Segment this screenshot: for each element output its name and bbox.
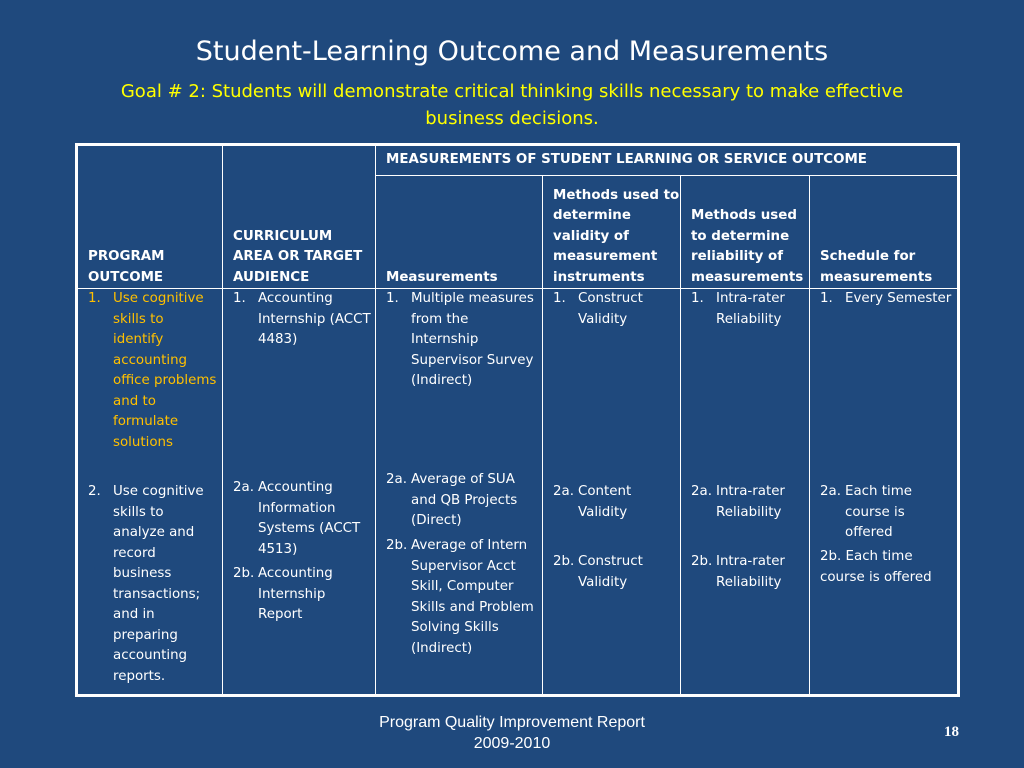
curriculum-cell: 1. Accounting Internship (ACCT 4483) 2a.… — [222, 288, 376, 696]
outcomes-table: PROGRAM OUTCOME CURRICULUM AREA OR TARGE… — [75, 143, 961, 697]
validity-2a: 2a. Content Validity — [553, 484, 632, 520]
reliability-2a: 2a. Intra-rater Reliability — [691, 484, 785, 520]
header-schedule: Schedule for measurements — [808, 175, 960, 289]
measurements-cell: 1. Multiple measures from the Internship… — [375, 288, 543, 696]
measurement-2b: 2b. Average of Intern Supervisor Acct Sk… — [386, 538, 534, 656]
program-outcome-cell: 1. Use cognitive skills to identify acco… — [76, 288, 223, 696]
header-curriculum-area: CURRICULUM AREA OR TARGET AUDIENCE — [222, 144, 376, 289]
header-measurements-group: MEASUREMENTS OF STUDENT LEARNING OR SERV… — [374, 144, 960, 176]
header-reliability-methods: Methods used to determine reliability of… — [680, 175, 810, 289]
reliability-2b: 2b. Intra-rater Reliability — [691, 554, 785, 590]
footer-line-1: Program Quality Improvement Report — [379, 714, 645, 731]
outcome-1: 1. Use cognitive skills to identify acco… — [88, 291, 217, 450]
validity-cell: 1. Construct Validity 2a. Content Validi… — [542, 288, 681, 696]
schedule-2b: 2b. Each time course is offered — [820, 549, 932, 585]
header-program-outcome: PROGRAM OUTCOME — [76, 144, 223, 289]
page-number: 18 — [944, 724, 959, 740]
footer-line-2: 2009-2010 — [473, 735, 551, 752]
curriculum-2b: 2b. Accounting Internship Report — [233, 566, 333, 622]
footer: Program Quality Improvement Report 2009-… — [0, 712, 1024, 754]
header-measurements: Measurements — [375, 175, 543, 289]
reliability-cell: 1. Intra-rater Reliability 2a. Intra-rat… — [680, 288, 810, 696]
measurement-1: 1. Multiple measures from the Internship… — [386, 291, 534, 388]
header-validity-methods: Methods used to determine validity of me… — [542, 175, 681, 289]
goal-statement: Goal # 2: Students will demonstrate crit… — [120, 81, 904, 129]
validity-1: 1. Construct Validity — [553, 291, 643, 327]
outcome-2: 2. Use cognitive skills to analyze and r… — [88, 484, 204, 684]
measurement-2a: 2a. Average of SUA and QB Projects (Dire… — [386, 472, 518, 528]
curriculum-2a: 2a. Accounting Information Systems (ACCT… — [233, 480, 361, 557]
reliability-1: 1. Intra-rater Reliability — [691, 291, 785, 327]
validity-2b: 2b. Construct Validity — [553, 554, 643, 590]
curriculum-1: 1. Accounting Internship (ACCT 4483) — [233, 291, 371, 347]
schedule-cell: 1. Every Semester 2a. Each time course i… — [808, 288, 960, 696]
schedule-1: 1. Every Semester — [820, 291, 952, 306]
slide-title: Student-Learning Outcome and Measurement… — [195, 36, 829, 67]
schedule-2a: 2a. Each time course is offered — [820, 484, 913, 540]
